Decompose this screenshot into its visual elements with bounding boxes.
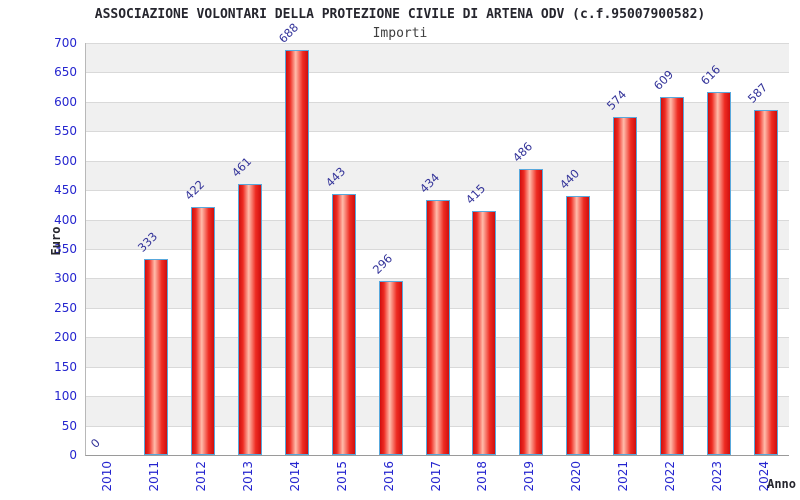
y-tick-label: 0: [69, 448, 77, 462]
x-axis-label: Anno: [767, 477, 796, 491]
gridline: [86, 190, 789, 192]
x-tick-label-2019: 2019: [522, 461, 537, 492]
bar-2024: [753, 109, 778, 455]
bar-2021: [612, 117, 637, 455]
y-tick-label: 400: [54, 212, 77, 227]
y-tick-label: 500: [54, 153, 77, 168]
bar-2018: [472, 210, 497, 455]
x-tick-label-2020: 2020: [569, 461, 584, 492]
x-tick-label-2011: 2011: [147, 461, 162, 492]
y-tick-label: 100: [54, 389, 77, 404]
x-tick-label-2021: 2021: [615, 461, 630, 492]
plot-area: [85, 43, 789, 456]
gridline: [86, 101, 789, 103]
bar-2013: [238, 183, 263, 455]
bar-2014: [284, 50, 309, 455]
x-tick-label-2013: 2013: [241, 461, 256, 492]
x-tick-label-2015: 2015: [334, 461, 349, 492]
y-tick-label: 350: [54, 242, 77, 256]
plot-band: [86, 43, 789, 73]
x-tick-label-2022: 2022: [662, 461, 677, 492]
x-tick-label-2010: 2010: [100, 461, 115, 492]
bar-2012: [191, 206, 216, 455]
x-tick-label-2016: 2016: [381, 461, 396, 492]
y-tick-label: 600: [54, 94, 77, 109]
chart-subtitle: Importi: [372, 26, 428, 41]
y-tick-label: 450: [54, 183, 77, 198]
x-tick-label-2023: 2023: [709, 461, 724, 492]
bar-2023: [706, 92, 731, 455]
x-tick-label-2014: 2014: [287, 461, 302, 492]
bar-2011: [144, 259, 169, 455]
gridline: [86, 72, 789, 74]
y-tick-label: 250: [54, 300, 77, 315]
x-tick-label-2018: 2018: [475, 461, 490, 492]
y-tick-label: 300: [54, 271, 77, 286]
y-tick-label: 700: [54, 36, 77, 50]
y-tick-label: 200: [54, 330, 77, 345]
y-tick-label: 550: [54, 124, 77, 139]
bar-2020: [566, 196, 591, 455]
gridline: [86, 160, 789, 162]
y-tick-label: 650: [54, 65, 77, 80]
bar-2016: [378, 280, 403, 455]
y-tick-label: 150: [54, 359, 77, 374]
bar-2019: [519, 168, 544, 455]
bar-2015: [331, 194, 356, 455]
chart-title: ASSOCIAZIONE VOLONTARI DELLA PROTEZIONE …: [94, 7, 706, 22]
gridline: [86, 131, 789, 133]
bar-2017: [425, 199, 450, 455]
y-tick-label: 50: [61, 418, 77, 433]
bar-value-label: 688: [275, 20, 302, 46]
x-tick-label-2012: 2012: [194, 461, 209, 492]
bar-2022: [659, 96, 684, 455]
y-axis-label: Euro: [49, 226, 63, 256]
x-tick-label-2017: 2017: [428, 461, 443, 492]
gridline: [86, 43, 789, 44]
